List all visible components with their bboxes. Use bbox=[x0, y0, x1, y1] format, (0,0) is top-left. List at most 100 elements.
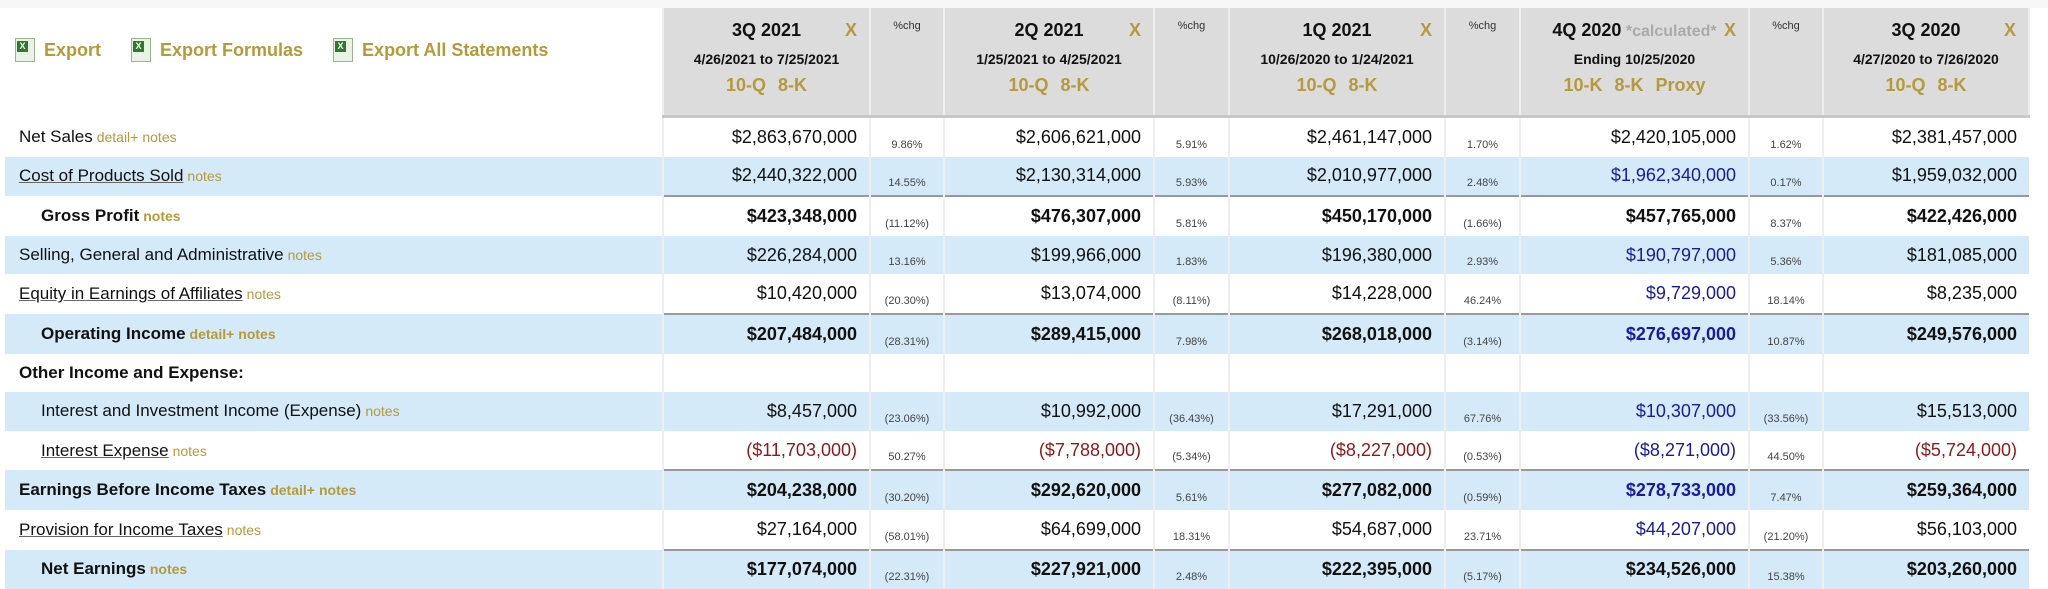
notes-link[interactable]: notes bbox=[187, 168, 221, 184]
notes-link[interactable]: notes bbox=[150, 561, 187, 577]
row-label: Net Sales bbox=[19, 127, 93, 146]
pct-change-header: %chg bbox=[1154, 8, 1229, 117]
pct-change-cell: 44.50% bbox=[1749, 431, 1823, 471]
value-cell: ($11,703,000) bbox=[663, 431, 870, 471]
pct-change-cell bbox=[870, 354, 944, 393]
period-dates: 4/26/2021 to 7/25/2021 bbox=[664, 51, 869, 67]
export-formulas-button[interactable]: Export Formulas bbox=[131, 38, 303, 62]
filing-links: 10-Q 8-K bbox=[945, 75, 1153, 96]
pct-change-cell: (0.59%) bbox=[1445, 470, 1520, 510]
export-all-statements-button[interactable]: Export All Statements bbox=[333, 38, 548, 62]
value-cell: $2,863,670,000 bbox=[663, 117, 870, 157]
value-cell: $9,729,000 bbox=[1520, 274, 1749, 314]
value-cell: $259,364,000 bbox=[1823, 470, 2029, 510]
pct-change-cell bbox=[1445, 354, 1520, 393]
pct-change-cell: (1.66%) bbox=[1445, 196, 1520, 236]
row-label[interactable]: Equity in Earnings of Affiliates bbox=[19, 284, 243, 303]
value-cell: $64,699,000 bbox=[944, 510, 1154, 550]
filing-link-8-k[interactable]: 8-K bbox=[778, 75, 807, 95]
value-cell: $204,238,000 bbox=[663, 470, 870, 510]
pct-change-cell: (8.11%) bbox=[1154, 274, 1229, 314]
pct-change-cell: (20.30%) bbox=[870, 274, 944, 314]
value-cell: $190,797,000 bbox=[1520, 236, 1749, 275]
pct-change-cell: 8.37% bbox=[1749, 196, 1823, 236]
row-label: Net Earnings bbox=[41, 559, 146, 578]
notes-link[interactable]: notes bbox=[173, 443, 207, 459]
filing-link-8-k[interactable]: 8-K bbox=[1349, 75, 1378, 95]
value-cell: $17,291,000 bbox=[1229, 392, 1445, 431]
export-label: Export bbox=[44, 40, 101, 61]
notes-link[interactable]: notes bbox=[288, 247, 322, 263]
notes-link[interactable]: notes bbox=[142, 129, 176, 145]
filing-link-proxy[interactable]: Proxy bbox=[1656, 75, 1706, 95]
notes-link[interactable]: notes bbox=[238, 326, 275, 342]
value-cell: ($8,271,000) bbox=[1520, 431, 1749, 471]
remove-period-button[interactable]: X bbox=[2004, 20, 2016, 41]
value-cell: $2,461,147,000 bbox=[1229, 117, 1445, 157]
export-button[interactable]: Export bbox=[15, 38, 101, 62]
pct-change-cell: 0.17% bbox=[1749, 157, 1823, 197]
pct-change-cell bbox=[1749, 354, 1823, 393]
value-cell: $207,484,000 bbox=[663, 314, 870, 354]
value-cell: $56,103,000 bbox=[1823, 510, 2029, 550]
value-cell: $2,440,322,000 bbox=[663, 157, 870, 197]
notes-link[interactable]: notes bbox=[227, 522, 261, 538]
value-cell: $276,697,000 bbox=[1520, 314, 1749, 354]
pct-change-cell: 5.61% bbox=[1154, 470, 1229, 510]
value-cell bbox=[1229, 354, 1445, 393]
value-cell: $422,426,000 bbox=[1823, 196, 2029, 236]
remove-period-button[interactable]: X bbox=[1129, 20, 1141, 41]
filing-link-8-k[interactable]: 8-K bbox=[1061, 75, 1090, 95]
remove-period-button[interactable]: X bbox=[1420, 20, 1432, 41]
detail-plus-link[interactable]: detail+ bbox=[97, 129, 139, 145]
pct-change-cell: 15.38% bbox=[1749, 550, 1823, 589]
row-label[interactable]: Cost of Products Sold bbox=[19, 166, 183, 185]
filing-link-10-q[interactable]: 10-Q bbox=[726, 75, 766, 95]
top-strip bbox=[0, 0, 2048, 8]
excel-icon bbox=[15, 38, 35, 62]
pct-change-cell: 13.16% bbox=[870, 236, 944, 275]
value-cell: $222,395,000 bbox=[1229, 550, 1445, 589]
pct-change-header: %chg bbox=[1445, 8, 1520, 117]
notes-link[interactable]: notes bbox=[247, 286, 281, 302]
remove-period-button[interactable]: X bbox=[1724, 20, 1736, 41]
value-cell: $2,381,457,000 bbox=[1823, 117, 2029, 157]
pct-change-cell: (23.06%) bbox=[870, 392, 944, 431]
filing-link-8-k[interactable]: 8-K bbox=[1614, 75, 1643, 95]
filing-link-10-k[interactable]: 10-K bbox=[1563, 75, 1602, 95]
row-label[interactable]: Provision for Income Taxes bbox=[19, 520, 223, 539]
notes-link[interactable]: notes bbox=[143, 208, 180, 224]
excel-icon bbox=[131, 38, 151, 62]
row-label: Selling, General and Administrative bbox=[19, 245, 284, 264]
filing-link-10-q[interactable]: 10-Q bbox=[1885, 75, 1925, 95]
pct-change-cell: 23.71% bbox=[1445, 510, 1520, 550]
value-cell: $226,284,000 bbox=[663, 236, 870, 275]
filing-link-8-k[interactable]: 8-K bbox=[1938, 75, 1967, 95]
filing-link-10-q[interactable]: 10-Q bbox=[1296, 75, 1336, 95]
period-title: 3Q 2021 bbox=[732, 20, 801, 40]
row-label[interactable]: Interest Expense bbox=[41, 441, 169, 460]
notes-link[interactable]: notes bbox=[365, 403, 399, 419]
pct-change-cell: 7.98% bbox=[1154, 314, 1229, 354]
remove-period-button[interactable]: X bbox=[845, 20, 857, 41]
filing-link-10-q[interactable]: 10-Q bbox=[1008, 75, 1048, 95]
detail-plus-link[interactable]: detail+ bbox=[190, 326, 235, 342]
pct-change-cell: 10.87% bbox=[1749, 314, 1823, 354]
detail-plus-link[interactable]: detail+ bbox=[270, 482, 315, 498]
notes-link[interactable]: notes bbox=[319, 482, 356, 498]
value-cell bbox=[1823, 354, 2029, 393]
value-cell: $8,235,000 bbox=[1823, 274, 2029, 314]
period-header: 4Q 2020 *calculated*X Ending 10/25/2020 … bbox=[1520, 8, 1749, 117]
